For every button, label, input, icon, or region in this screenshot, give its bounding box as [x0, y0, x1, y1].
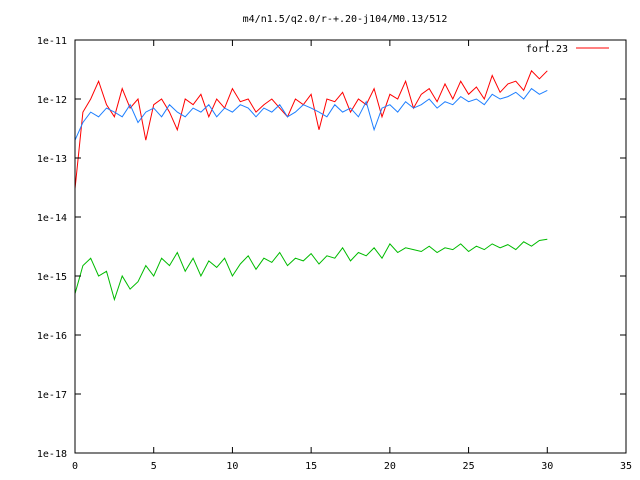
- plot-frame: [74, 39, 627, 454]
- series-line-2: [74, 238, 548, 302]
- y-tick-label-2: 1e-13: [37, 154, 67, 165]
- x-tick-label-1: 5: [151, 461, 157, 472]
- series-line-1: [74, 87, 548, 141]
- series-layer: [74, 69, 548, 302]
- x-tick-label-5: 25: [463, 461, 475, 472]
- x-tick-label-6: 30: [541, 461, 553, 472]
- x-tick-label-2: 10: [226, 461, 238, 472]
- y-tick-label-1: 1e-12: [37, 95, 67, 106]
- y-tick-label-5: 1e-16: [37, 331, 67, 342]
- y-tick-label-4: 1e-15: [37, 272, 67, 283]
- legend-label-0: fort.23: [526, 44, 568, 55]
- y-tick-label-7: 1e-18: [37, 449, 67, 460]
- x-tick-label-7: 35: [620, 461, 632, 472]
- x-tick-label-4: 20: [384, 461, 396, 472]
- x-tick-label-0: 0: [72, 461, 78, 472]
- x-tick-label-3: 15: [305, 461, 317, 472]
- y-tick-label-3: 1e-14: [37, 213, 67, 224]
- series-line-0: [74, 69, 548, 189]
- y-tick-label-6: 1e-17: [37, 390, 67, 401]
- y-tick-label-0: 1e-11: [37, 36, 67, 47]
- legend: fort.23: [526, 44, 609, 55]
- ticks-layer: 0 5 10 15 20 25 30 35 1e-11 1e-12 1e-13 1e-14 1e-15 1…: [37, 36, 632, 472]
- chart-title: m4/n1.5/q2.0/r-+.20-j104/M0.13/512: [243, 14, 448, 25]
